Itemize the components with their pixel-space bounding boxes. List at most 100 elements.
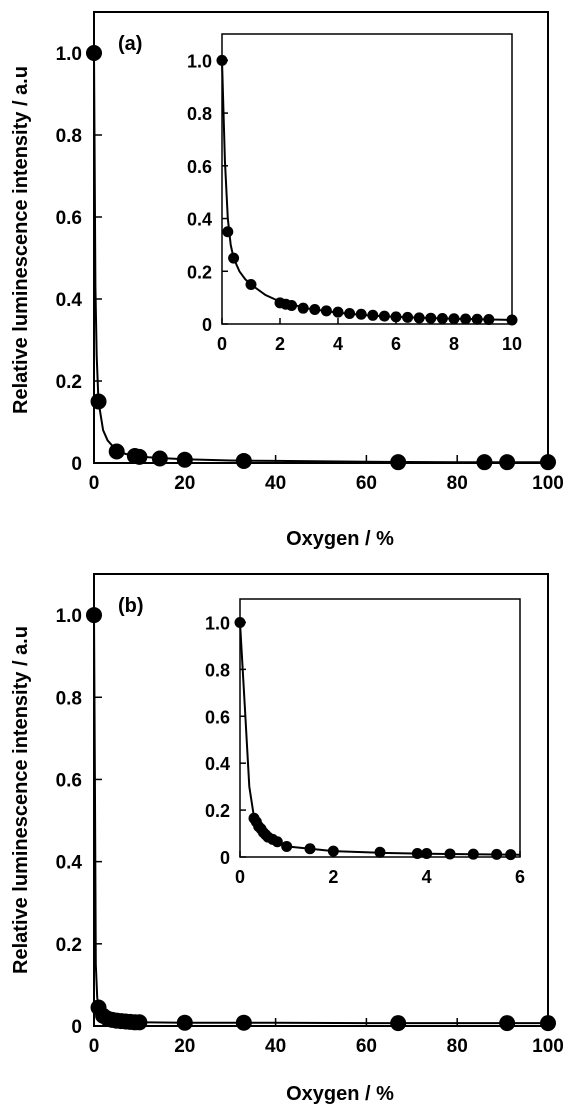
- inset-data-point: [402, 311, 414, 323]
- inset-data-point: [332, 306, 344, 318]
- inset-chart: 0 2 4 6 0 0.2 0.4 0.6 0.8 1.0: [205, 598, 525, 887]
- data-point: [390, 454, 407, 471]
- inset-y-tick-label: 0: [220, 848, 230, 868]
- inset-data-point: [367, 309, 379, 321]
- inset-data-point: [297, 302, 309, 314]
- inset-x-tick-label: 6: [515, 867, 525, 887]
- inset-data-point: [245, 278, 257, 290]
- inset-data-point: [216, 54, 228, 66]
- inset-data-point: [304, 843, 316, 855]
- inset-data-point: [425, 312, 437, 324]
- inset-data-point: [234, 616, 246, 628]
- inset-x-tick-label: 8: [449, 334, 459, 354]
- x-axis-title: Oxygen / %: [286, 1083, 394, 1105]
- inset-data-point: [344, 307, 356, 319]
- inset-data-point: [471, 313, 483, 325]
- inset-data-point: [460, 313, 472, 325]
- data-point: [499, 454, 516, 471]
- x-tick-label: 40: [265, 1036, 286, 1057]
- data-point: [235, 452, 252, 469]
- inset-y-tick-label: 0.8: [205, 660, 230, 680]
- inset-data-point: [327, 845, 339, 857]
- inset-data-point: [467, 848, 479, 860]
- inset-data-point: [228, 252, 240, 264]
- y-tick-label: 0.8: [56, 126, 82, 147]
- y-axis-title: Relative luminescence intensity / a.u: [10, 66, 32, 414]
- inset-plot-frame: [221, 33, 513, 325]
- y-tick-label: 0.4: [56, 290, 83, 311]
- inset-y-tick-label: 1.0: [187, 51, 212, 71]
- inset-data-point: [436, 312, 448, 324]
- data-point: [499, 1015, 516, 1032]
- data-point: [540, 454, 556, 471]
- y-tick-label: 0.6: [56, 208, 82, 229]
- inset-y-tick-label: 0.4: [187, 210, 212, 230]
- y-tick-label: 0.2: [56, 372, 82, 393]
- inset-background: [240, 599, 520, 857]
- plot-frame: [93, 11, 549, 464]
- inset-data-point: [505, 849, 517, 861]
- data-point: [235, 1014, 252, 1031]
- inset-data-point: [222, 226, 234, 238]
- y-tick-label: 1.0: [56, 606, 82, 627]
- y-tick-label: 1.0: [56, 44, 82, 65]
- x-tick-label: 0: [89, 473, 100, 494]
- inset-y-tick-label: 0.2: [205, 801, 230, 821]
- data-point: [86, 607, 102, 624]
- inset-data-point: [378, 310, 390, 322]
- data-point: [476, 454, 493, 471]
- inset-x-tick-label: 10: [502, 334, 522, 354]
- inset-chart: 0 2 4 6 8 10 0 0.2 0.4 0.6 0.8 1.0: [187, 33, 522, 354]
- panel-label: (a): [118, 33, 142, 55]
- data-point: [390, 1015, 407, 1032]
- inset-y-tick-label: 0.6: [187, 157, 212, 177]
- inset-data-point: [374, 846, 386, 858]
- inset-x-tick-label: 4: [422, 867, 432, 887]
- inset-data-point: [271, 836, 283, 848]
- x-tick-label: 60: [356, 1036, 377, 1057]
- x-tick-label: 80: [447, 473, 468, 494]
- inset-data-point: [448, 313, 460, 325]
- y-tick-label: 0.2: [56, 935, 82, 956]
- data-point: [176, 451, 193, 468]
- x-tick-label: 100: [532, 1036, 564, 1057]
- y-tick-label: 0.4: [56, 853, 83, 874]
- inset-data-point: [421, 847, 433, 859]
- y-axis-title: Relative luminescence intensity / a.u: [10, 626, 32, 974]
- y-tick-label: 0.8: [56, 688, 82, 709]
- inset-x-tick-label: 4: [333, 334, 343, 354]
- data-point: [540, 1015, 556, 1032]
- inset-data-point: [411, 847, 423, 859]
- data-point: [131, 1014, 148, 1031]
- x-tick-label: 100: [532, 473, 564, 494]
- inset-data-point: [309, 304, 321, 315]
- inset-y-tick-label: 0.4: [205, 754, 230, 774]
- inset-y-tick-label: 0: [202, 315, 212, 335]
- x-tick-label: 20: [174, 1036, 195, 1057]
- x-axis-title: Oxygen / %: [286, 528, 394, 550]
- inset-data-point: [355, 308, 367, 320]
- inset-data-point: [390, 311, 402, 323]
- data-point: [86, 45, 102, 61]
- inset-data-point: [491, 848, 503, 860]
- inset-x-tick-label: 0: [235, 867, 245, 887]
- inset-y-tick-label: 0.6: [205, 707, 230, 727]
- x-tick-label: 0: [89, 1036, 100, 1057]
- inset-data-point: [320, 305, 332, 317]
- inset-data-point: [506, 314, 518, 326]
- inset-x-tick-label: 6: [391, 334, 401, 354]
- inset-x-tick-label: 0: [217, 334, 227, 354]
- data-point: [90, 393, 107, 410]
- y-tick-label: 0.6: [56, 770, 82, 791]
- data-point: [131, 448, 148, 465]
- inset-data-point: [413, 312, 425, 324]
- inset-x-tick-label: 2: [328, 867, 338, 887]
- inset-x-tick-label: 2: [275, 334, 285, 354]
- y-tick-label: 0: [71, 1017, 82, 1038]
- y-tick-label: 0: [71, 454, 82, 475]
- inset-background: [222, 34, 512, 324]
- data-point: [108, 443, 125, 460]
